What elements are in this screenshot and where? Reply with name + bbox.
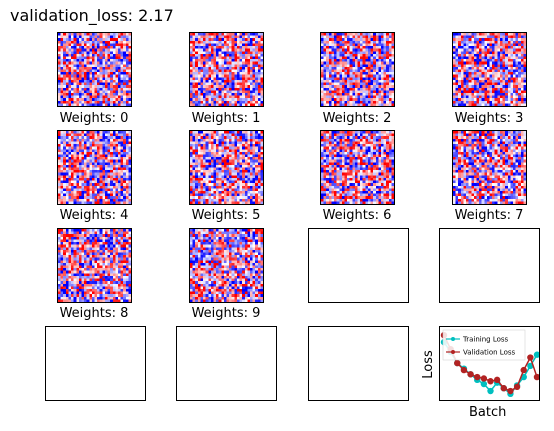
loss-plot-ylabel: Loss [420,350,436,379]
weights-image-9 [189,228,264,303]
weights-heatmap-9 [190,229,263,302]
weights-caption-2: Weights: 2 [322,111,392,126]
weights-heatmap-5 [190,131,263,204]
training-loss-point [487,387,494,395]
weights-heatmap-2 [321,33,394,106]
weights-image-3 [452,32,527,107]
legend-training-label: Training Loss [462,336,509,344]
weights-heatmap-7 [453,131,526,204]
legend-validation-marker [451,350,455,354]
weights-heatmap-1 [190,33,263,106]
weights-image-1 [189,32,264,107]
validation-loss-point [467,371,474,378]
weights-image-6 [320,130,395,205]
empty-axes-5 [308,326,409,401]
legend-validation-label: Validation Loss [463,349,515,357]
figure-title: validation_loss: 2.17 [10,6,174,25]
empty-axes-3 [45,326,146,401]
weights-heatmap-3 [453,33,526,106]
weights-caption-4: Weights: 4 [59,208,129,223]
training-loss-point [480,380,488,388]
validation-loss-point [527,354,534,361]
weights-image-7 [452,130,527,205]
empty-axes-2 [439,228,540,303]
empty-axes-1 [308,228,409,303]
validation-loss-point [500,385,507,392]
validation-loss-point [493,376,501,384]
validation-loss-point [474,373,481,381]
validation-loss-point [454,359,461,367]
validation-loss-point [507,387,514,395]
weights-image-8 [57,228,132,303]
loss-legend: Training Loss Validation Loss [442,329,526,361]
validation-loss-point [513,383,521,391]
weights-heatmap-4 [58,131,131,204]
weights-caption-7: Weights: 7 [454,208,524,223]
weights-image-5 [189,130,264,205]
legend-training-marker [451,337,455,341]
validation-loss-point [520,366,527,374]
weights-heatmap-0 [58,33,131,106]
validation-loss-point [460,366,468,374]
weights-heatmap-8 [58,229,131,302]
weights-caption-1: Weights: 1 [191,111,261,126]
loss-plot-svg: Training Loss Validation Loss [440,329,539,398]
weights-caption-3: Weights: 3 [454,111,524,126]
loss-plot-xlabel: Batch [469,405,507,420]
training-loss-point [533,351,539,358]
weights-caption-8: Weights: 8 [59,306,129,321]
validation-loss-point [533,373,539,381]
validation-loss-point [487,378,494,385]
weights-image-2 [320,32,395,107]
legend-box [442,329,526,361]
validation-loss-point [480,375,488,382]
weights-image-0 [57,32,132,107]
loss-plot: Training Loss Validation Loss [439,326,540,401]
weights-heatmap-6 [321,131,394,204]
weights-caption-6: Weights: 6 [322,208,392,223]
weights-image-4 [57,130,132,205]
weights-caption-9: Weights: 9 [191,306,261,321]
weights-caption-0: Weights: 0 [59,111,129,126]
weights-caption-5: Weights: 5 [191,208,261,223]
empty-axes-4 [176,326,277,401]
